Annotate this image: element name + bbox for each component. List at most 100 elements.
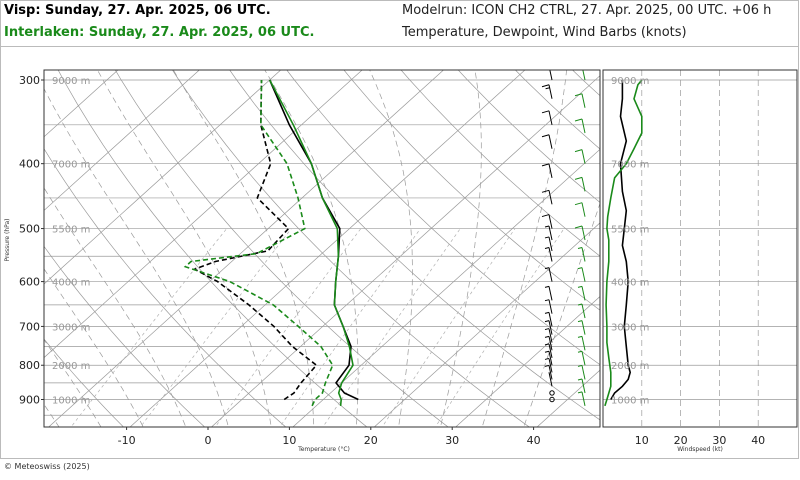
wind-altitude-label: 1000 m xyxy=(611,396,649,407)
wind-barb-staff xyxy=(581,391,586,406)
wind-barb-flag xyxy=(541,84,550,88)
wind-x-tick-label: 40 xyxy=(751,434,765,447)
wind-barb-flag xyxy=(541,214,550,218)
mixing-ratio-line xyxy=(139,228,292,427)
wind-barb-staff xyxy=(548,247,553,262)
wind-barb-staff xyxy=(548,351,553,366)
isotherm-line xyxy=(373,222,600,427)
dry-adiabat-line xyxy=(343,70,600,311)
wind-barb-staff xyxy=(548,236,553,252)
wind-barb-staff xyxy=(581,149,586,164)
wind-barb-staff xyxy=(581,378,586,394)
y-tick-label: 500 xyxy=(19,223,40,236)
wind-barb-staff xyxy=(548,225,553,241)
wind-barb-staff xyxy=(581,177,586,192)
dry-adiabat-line xyxy=(286,70,600,366)
x-tick-label: -10 xyxy=(118,434,136,447)
wind-barb-staff xyxy=(548,163,553,178)
y-tick-label: 800 xyxy=(19,359,40,372)
wind-barb-halfflag xyxy=(544,320,550,323)
dry-adiabat-line xyxy=(44,245,206,427)
mixing-ratio-line xyxy=(214,228,362,427)
wind-barb-staff xyxy=(581,267,586,282)
isotherm-line xyxy=(455,296,600,427)
y-tick-label: 900 xyxy=(19,394,40,407)
wind-barb-staff xyxy=(582,70,586,81)
wind-barb-halfflag xyxy=(544,225,550,228)
wind-barb-halfflag xyxy=(577,335,583,338)
wind-altitude-label: 3000 m xyxy=(611,322,649,333)
copyright-notice: © Meteoswiss (2025) xyxy=(4,462,90,471)
wind-altitude-label: 2000 m xyxy=(611,361,649,372)
moist-adiabat-line xyxy=(44,187,187,427)
wind-barb-halfflag xyxy=(577,391,583,394)
wind-barb-staff xyxy=(548,328,553,343)
wind-barb-staff xyxy=(581,303,586,319)
plot-area xyxy=(44,70,600,427)
dry-adiabat-line xyxy=(44,338,124,427)
isotherm-line xyxy=(44,70,363,359)
x-tick-label: 40 xyxy=(527,434,541,447)
wind-barb-flag xyxy=(542,66,549,68)
wind-barb-staff xyxy=(548,372,553,387)
modelrun-info: Modelrun: ICON CH2 CTRL, 27. Apr. 2025, … xyxy=(402,3,772,18)
wind-barb-staff xyxy=(548,365,553,380)
wind-barb-halfflag xyxy=(577,378,583,381)
mixing-ratio-line xyxy=(381,228,516,427)
wind-barb-flag xyxy=(574,118,583,122)
windspeed-axes: 10 20 30 40 9000 m 7000 m 5500 m 4000 m 3000 m 20… xyxy=(602,69,798,447)
header-frame xyxy=(0,0,799,47)
moist-adiabat-line xyxy=(369,70,413,427)
y-tick-label: 400 xyxy=(19,158,40,171)
wind-barb-flag xyxy=(574,93,583,97)
moist-adiabat-line xyxy=(481,70,567,427)
x-tick-label: 20 xyxy=(364,434,378,447)
wind-x-tick-label: 20 xyxy=(674,434,688,447)
moist-adiabat-line xyxy=(264,70,359,427)
altitude-label: 4000 m xyxy=(52,278,90,289)
wind-barb-halfflag xyxy=(577,285,583,288)
skewt-axes: 300 400 500 600 700 800 900 -10 0 10 20 30 40 9000 m 7… xyxy=(19,69,601,447)
wind-barb-halfflag xyxy=(544,285,550,288)
isotherm-line xyxy=(536,369,600,427)
mixing-ratio-line xyxy=(322,228,461,427)
wind-barb-halfflag xyxy=(544,267,550,270)
wind-barb-staff xyxy=(581,286,586,301)
wind-barb-staff xyxy=(581,247,586,262)
dry-adiabat-line xyxy=(114,70,449,427)
dry-adiabat-line xyxy=(172,70,530,427)
chart-title-interlaken: Interlaken: Sunday, 27. Apr. 2025, 06 UT… xyxy=(4,25,315,40)
x-axis-label: Temperature (°C) xyxy=(297,446,350,453)
wind-barb-staff xyxy=(581,320,586,335)
y-tick-label: 600 xyxy=(19,276,40,289)
wind-barb-flag xyxy=(575,66,582,68)
wind-barb-staff xyxy=(548,110,553,125)
mixing-ratio-line xyxy=(70,228,227,427)
wind-barb-halfflag xyxy=(545,87,550,90)
wind-barb-staff xyxy=(548,214,553,229)
altitude-label: 7000 m xyxy=(52,160,90,171)
wind-barb-halfflag xyxy=(544,311,550,314)
moist-adiabat-line xyxy=(44,268,144,427)
wind-barb-halfflag xyxy=(577,247,583,250)
skewt-profiles xyxy=(183,79,359,407)
altitude-label: 9000 m xyxy=(52,76,90,87)
wind-barb-halfflag xyxy=(544,328,550,331)
wind-barb-flag xyxy=(574,202,583,206)
wind-barb-flag xyxy=(541,189,550,193)
wind-barb-staff xyxy=(581,93,586,108)
wind-barb-halfflag xyxy=(544,343,550,346)
mixing-ratio-line xyxy=(435,228,565,427)
wind-barb-staff xyxy=(548,336,553,351)
wind-barb-calm xyxy=(549,396,555,403)
figure-frame xyxy=(0,46,799,459)
wind-altitude-label: 9000 m xyxy=(611,76,649,87)
x-tick-label: 30 xyxy=(445,434,459,447)
wind-barb-halfflag xyxy=(577,364,583,367)
temperature-profile-line xyxy=(268,79,354,406)
wind-barb-staff xyxy=(548,84,553,99)
wind-barb-flag xyxy=(541,163,550,167)
wind-barb-flag xyxy=(574,225,583,229)
chart-title-visp: Visp: Sunday, 27. Apr. 2025, 06 UTC. xyxy=(4,3,271,18)
